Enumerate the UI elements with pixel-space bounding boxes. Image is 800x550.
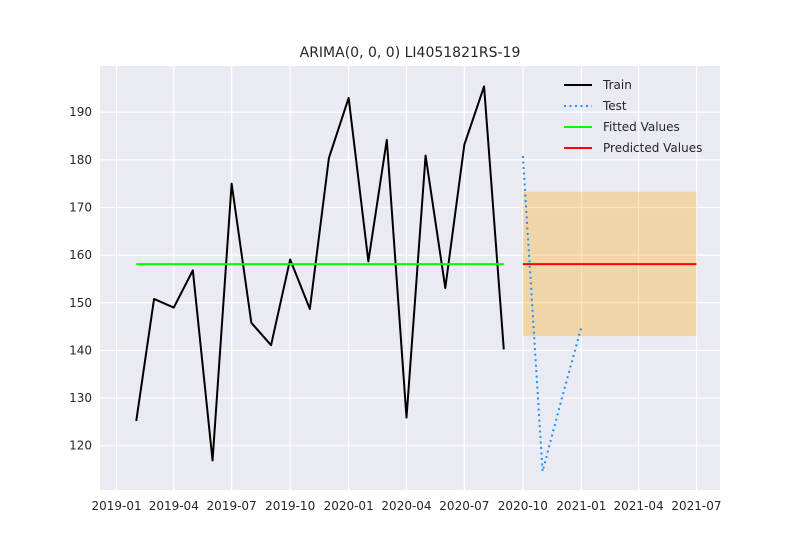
y-tick-label: 120	[69, 439, 92, 453]
x-tick-label: 2019-07	[207, 499, 257, 513]
y-tick-label: 140	[69, 343, 92, 357]
chart-title: ARIMA(0, 0, 0) LI4051821RS-19	[300, 45, 521, 61]
x-tick-label: 2021-01	[556, 499, 606, 513]
x-tick-label: 2020-04	[381, 499, 431, 513]
legend-label-test: Test	[602, 99, 627, 113]
x-tick-label: 2020-07	[439, 499, 489, 513]
x-tick-label: 2021-07	[671, 499, 721, 513]
y-tick-label: 130	[69, 391, 92, 405]
legend-label-train: Train	[602, 78, 632, 92]
legend-label-fitted-values: Fitted Values	[603, 120, 680, 134]
x-tick-label: 2020-01	[324, 499, 374, 513]
y-tick-labels: 120 130 140 150 160 170 180 190	[69, 105, 92, 452]
y-tick-label: 150	[69, 296, 92, 310]
series-layer	[135, 85, 697, 473]
y-tick-label: 160	[69, 248, 92, 262]
test-line	[521, 155, 583, 473]
x-tick-label: 2020-10	[498, 499, 548, 513]
plot-area	[100, 66, 720, 490]
train-line	[135, 85, 505, 462]
x-tick-label: 2019-01	[91, 499, 141, 513]
y-tick-label: 190	[69, 105, 92, 119]
y-tick-label: 170	[69, 200, 92, 214]
legend-label-predicted-values: Predicted Values	[603, 141, 702, 155]
x-tick-label: 2019-10	[265, 499, 315, 513]
grid-lines	[100, 66, 720, 490]
legend: Train Test Fitted Values Predicted Values	[564, 78, 702, 155]
x-tick-labels: 2019-01 2019-04 2019-07 2019-10 2020-01 2020-…	[91, 499, 721, 513]
x-tick-label: 2021-04	[614, 499, 664, 513]
x-tick-label: 2019-04	[149, 499, 199, 513]
y-tick-label: 180	[69, 153, 92, 167]
